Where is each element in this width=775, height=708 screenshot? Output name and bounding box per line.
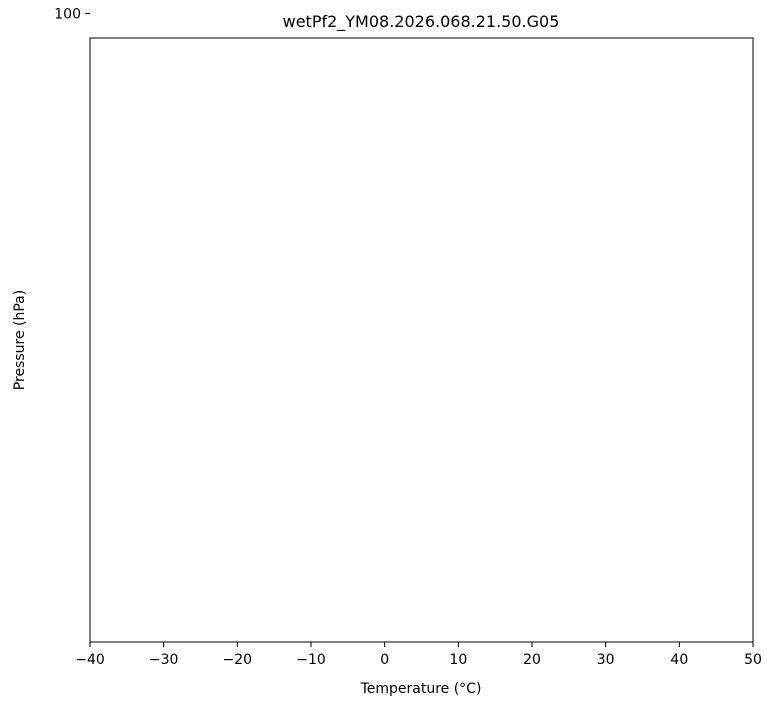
x-tick-label: 30 xyxy=(597,652,615,668)
x-tick-label: −10 xyxy=(296,652,326,668)
x-tick-label: 0 xyxy=(380,652,389,668)
axis-ticks: −40−30−20−100102030405010020030040050060… xyxy=(54,6,762,668)
x-axis-label: Temperature (°C) xyxy=(360,681,482,697)
x-tick-label: 40 xyxy=(670,652,688,668)
x-tick-label: 20 xyxy=(523,652,541,668)
x-tick-label: −40 xyxy=(75,652,105,668)
x-tick-label: −20 xyxy=(223,652,253,668)
x-tick-label: −30 xyxy=(149,652,179,668)
y-axis-label: Pressure (hPa) xyxy=(12,290,28,390)
y-tick-label: 100 xyxy=(54,6,81,22)
x-tick-label: 50 xyxy=(744,652,762,668)
chart-title: wetPf2_YM08.2026.068.21.50.G05 xyxy=(283,12,560,32)
plot-frame xyxy=(89,37,754,643)
x-tick-label: 10 xyxy=(449,652,467,668)
